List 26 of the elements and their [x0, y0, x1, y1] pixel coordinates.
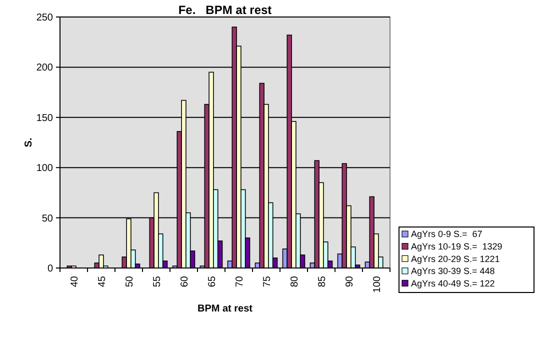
x-tick-label: 70 [234, 276, 246, 288]
x-tick-label: 80 [289, 276, 300, 288]
y-axis-title: S. [24, 138, 34, 148]
x-tick-label: 85 [316, 276, 328, 288]
y-tick-label: 0 [47, 264, 54, 274]
x-tick-label: 75 [262, 276, 273, 288]
legend-label: AgYrs 10-19 S.= 1329 [411, 241, 502, 252]
x-tick-label: 40 [69, 276, 80, 288]
legend-label: AgYrs 40-49 S.= 122 [411, 278, 495, 288]
chart-title: Fe. BPM at rest [178, 3, 272, 18]
legend-label: AgYrs 30-39 S.= 448 [411, 266, 495, 276]
y-tick-label: 100 [36, 163, 54, 174]
y-tick-label: 250 [36, 12, 54, 24]
x-tick-label: 100 [372, 276, 383, 293]
y-tick-label: 200 [36, 62, 54, 74]
y-tick-label: 50 [42, 213, 54, 224]
x-tick-label: 65 [206, 276, 218, 288]
y-tick-label: 150 [36, 112, 54, 124]
x-tick-label: 45 [96, 276, 108, 288]
x-tick-label: 60 [179, 276, 190, 288]
x-axis-title: BPM at rest [197, 304, 254, 314]
x-tick-label: 50 [124, 276, 136, 288]
x-tick-label: 55 [152, 276, 163, 288]
legend-label: AgYrs 0-9 S.= 67 [411, 229, 482, 240]
legend-label: AgYrs 20-29 S.= 1221 [411, 254, 500, 264]
x-tick-label: 90 [344, 276, 356, 288]
